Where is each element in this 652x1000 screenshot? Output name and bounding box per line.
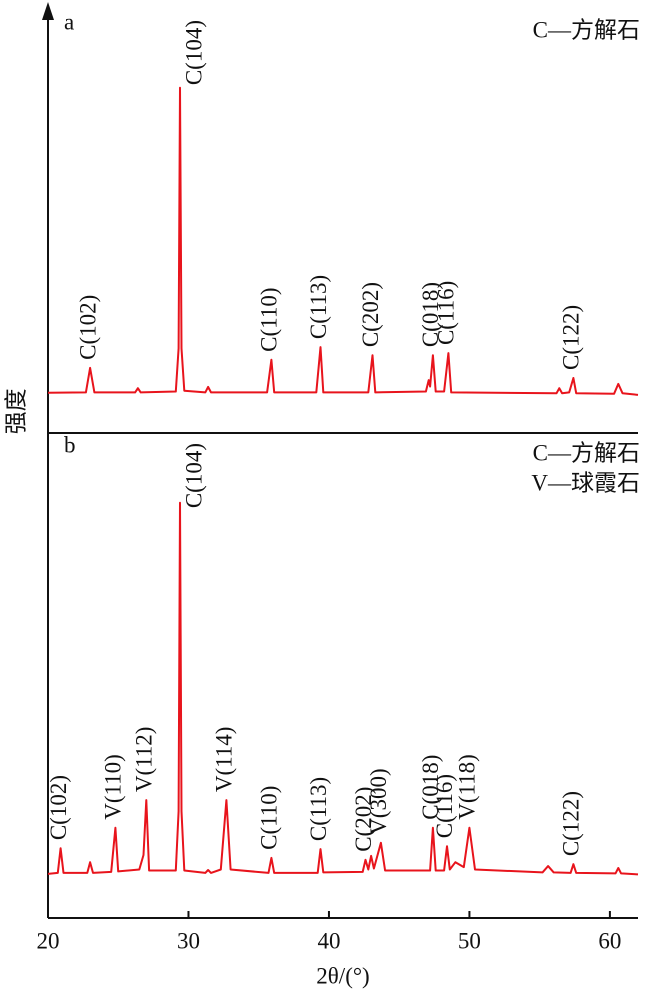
x-axis-label: 2θ/(°) [316,963,369,988]
peak-label: C(113) [306,275,331,339]
x-tick-label: 40 [317,928,340,953]
panel-label: a [64,9,74,34]
peak-label: C(116) [434,281,459,345]
peak-label: C(018) [418,282,443,347]
peak-label: C(110) [257,288,282,352]
peak-label: V(110) [101,754,126,820]
peak-label: V(300) [366,768,391,834]
peak-label: C(122) [559,791,584,856]
peak-label: V(114) [212,727,237,793]
peak-label: V(112) [132,727,157,793]
legend-note: V—球霞石 [531,470,640,495]
panel-label: b [64,432,76,457]
peak-label: C(104) [181,20,206,85]
axis-arrow [42,2,54,20]
peak-label: C(102) [46,775,71,840]
peak-label: C(102) [75,295,100,360]
peak-label: C(018) [418,755,443,820]
peak-label: C(122) [559,305,584,370]
x-tick-label: 20 [37,928,60,953]
peak-label: C(113) [306,777,331,841]
peak-label: C(116) [432,774,457,838]
x-tick-label: 30 [177,928,200,953]
peak-label: V(118) [455,754,480,820]
x-tick-label: 50 [458,928,481,953]
peak-label: C(202) [358,282,383,347]
legend-note: C—方解石 [533,440,640,465]
legend-note: C—方解石 [533,17,640,42]
y-axis-label: 强度 [3,388,28,434]
x-tick-label: 60 [598,928,621,953]
xrd-curve [47,86,639,396]
peak-label: C(110) [257,786,282,850]
peak-label: C(202) [351,787,376,852]
xrd-curve [47,501,639,876]
peak-label: C(104) [181,443,206,508]
